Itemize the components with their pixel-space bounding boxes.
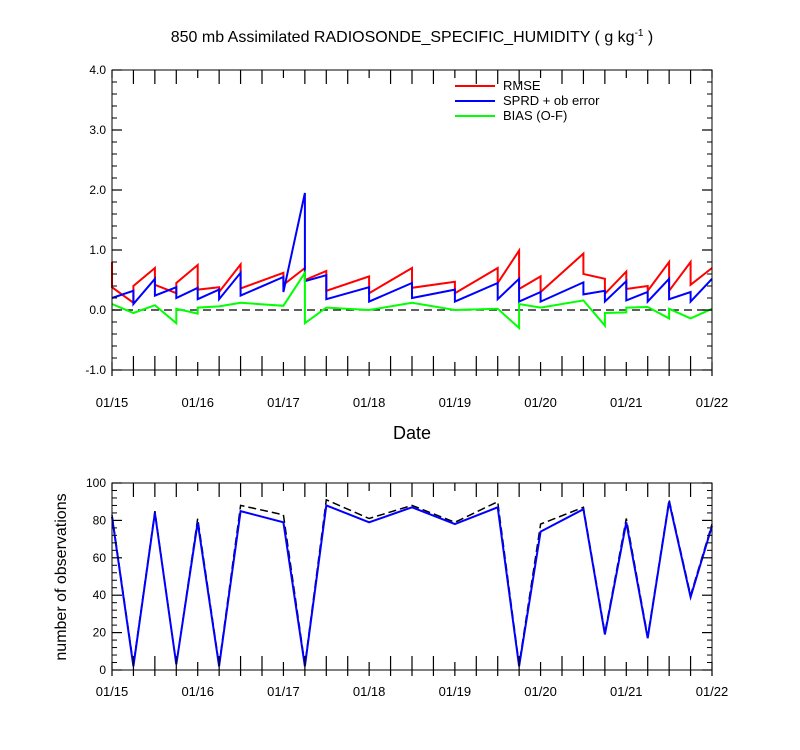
bottom-x-tick-label: 01/15 — [96, 684, 129, 699]
legend-label-sprd-ob-error: SPRD + ob error — [503, 93, 600, 108]
series-line-possible — [111, 498, 713, 665]
top-x-tick-label: 01/20 — [524, 395, 557, 410]
bottom-x-tick-label: 01/17 — [267, 684, 300, 699]
bottom-x-axis: 01/15 01/16 01/17 01/18 01/19 01/20 01/21 01/22 — [96, 483, 729, 699]
top-y-tick-label: 0.0 — [89, 303, 106, 317]
top-x-tick-label: 01/21 — [610, 395, 643, 410]
legend-label-bias-o-f: BIAS (O-F) — [503, 108, 567, 123]
bottom-y-tick-label: 100 — [86, 476, 106, 490]
top-y-tick-label: -1.0 — [85, 363, 106, 377]
bottom-y-axis: 0 20 40 60 80 100 — [86, 476, 712, 677]
bottom-x-tick-label: 01/22 — [696, 684, 729, 699]
bottom-y-tick-label: 20 — [93, 626, 107, 640]
bottom-y-tick-label: 40 — [93, 588, 107, 602]
top-x-axis-label: Date — [393, 423, 431, 443]
top-x-tick-label: 01/22 — [696, 395, 729, 410]
bottom-x-tick-label: 01/18 — [353, 684, 386, 699]
bottom-y-tick-label: 60 — [93, 551, 107, 565]
top-plot-frame — [111, 69, 713, 371]
top-chart: 850 mb Assimilated RADIOSONDE_SPECIFIC_H… — [85, 28, 728, 443]
legend-label-rmse: RMSE — [503, 78, 541, 93]
top-y-axis: -1.0 0.0 1.0 2.0 3.0 4.0 — [85, 63, 712, 377]
top-x-tick-label: 01/16 — [181, 395, 214, 410]
series-line-used — [111, 501, 713, 667]
bottom-x-tick-label: 01/19 — [439, 684, 472, 699]
bottom-y-tick-label: 80 — [93, 513, 107, 527]
bottom-series-group — [111, 498, 713, 667]
bottom-chart: 01/15 01/16 01/17 01/18 01/19 01/20 01/21 01/22… — [53, 476, 728, 699]
top-y-tick-label: 3.0 — [89, 123, 106, 137]
bottom-y-tick-label: 0 — [99, 663, 106, 677]
bottom-x-tick-label: 01/20 — [524, 684, 557, 699]
top-series-group — [111, 192, 713, 331]
top-x-tick-label: 01/18 — [353, 395, 386, 410]
top-chart-title: 850 mb Assimilated RADIOSONDE_SPECIFIC_H… — [171, 28, 654, 46]
series-line-sprd-ob-error — [111, 192, 713, 307]
bottom-y-axis-label: number of observations — [53, 493, 70, 660]
bottom-x-tick-label: 01/21 — [610, 684, 643, 699]
top-x-tick-label: 01/17 — [267, 395, 300, 410]
top-y-tick-label: 4.0 — [89, 63, 106, 77]
top-y-tick-label: 2.0 — [89, 183, 106, 197]
bottom-x-tick-label: 01/16 — [181, 684, 214, 699]
top-y-tick-label: 1.0 — [89, 243, 106, 257]
bottom-plot-frame — [111, 482, 713, 671]
top-x-tick-label: 01/19 — [439, 395, 472, 410]
top-x-axis: 01/15 01/16 01/17 01/18 01/19 01/20 01/21 01/22 — [96, 70, 729, 410]
series-line-bias-o-f — [111, 269, 713, 331]
top-x-tick-label: 01/15 — [96, 395, 129, 410]
